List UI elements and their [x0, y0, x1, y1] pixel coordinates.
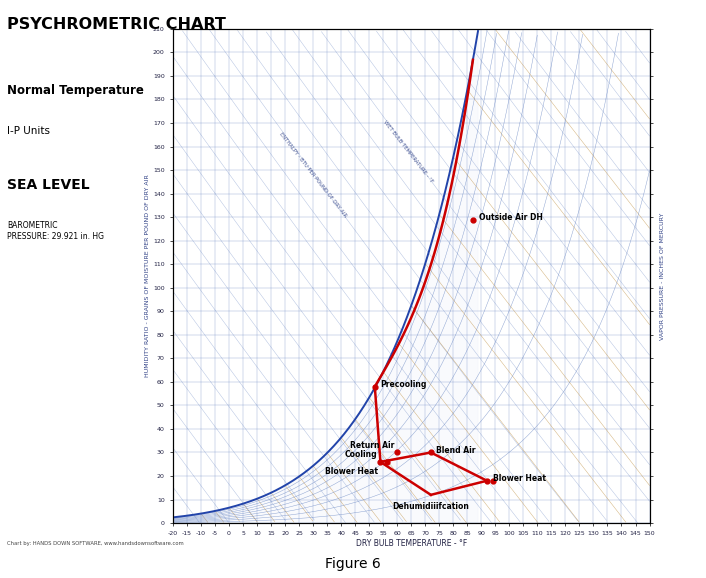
Y-axis label: VAPOR PRESSURE - INCHES OF MERCURY: VAPOR PRESSURE - INCHES OF MERCURY: [660, 212, 665, 340]
Text: SEA LEVEL: SEA LEVEL: [7, 179, 90, 192]
Text: Blower Heat: Blower Heat: [493, 474, 546, 483]
Text: Outside Air DH: Outside Air DH: [479, 213, 542, 221]
Text: DEW POINT TEMPERATURE: DEW POINT TEMPERATURE: [681, 255, 686, 320]
Text: Return Air: Return Air: [350, 441, 395, 450]
Text: BAROMETRIC
PRESSURE: 29.921 in. HG: BAROMETRIC PRESSURE: 29.921 in. HG: [7, 221, 104, 241]
Text: PSYCHROMETRIC CHART: PSYCHROMETRIC CHART: [7, 17, 226, 32]
Text: WET BULB TEMPERATURE - °F: WET BULB TEMPERATURE - °F: [383, 119, 434, 183]
Text: Dehumidiiifcation: Dehumidiiifcation: [393, 502, 469, 511]
Polygon shape: [173, 31, 478, 523]
Text: Chart by: HANDS DOWN SOFTWARE, www.handsdownsoftware.com: Chart by: HANDS DOWN SOFTWARE, www.hands…: [7, 541, 184, 546]
Text: Precooling: Precooling: [381, 380, 427, 389]
Y-axis label: HUMIDITY RATIO - GRAINS OF MOISTURE PER POUND OF DRY AIR: HUMIDITY RATIO - GRAINS OF MOISTURE PER …: [145, 175, 150, 377]
Text: Normal Temperature: Normal Temperature: [7, 84, 144, 97]
Text: Figure 6: Figure 6: [325, 557, 381, 571]
Text: Blend Air: Blend Air: [436, 446, 476, 455]
Text: ENTHALPY - BTU PER POUND OF DRY AIR: ENTHALPY - BTU PER POUND OF DRY AIR: [278, 131, 348, 218]
Text: I-P Units: I-P Units: [7, 127, 50, 136]
Text: Blower Heat: Blower Heat: [325, 467, 378, 476]
Text: Cooling: Cooling: [345, 450, 378, 460]
X-axis label: DRY BULB TEMPERATURE - °F: DRY BULB TEMPERATURE - °F: [356, 539, 467, 548]
